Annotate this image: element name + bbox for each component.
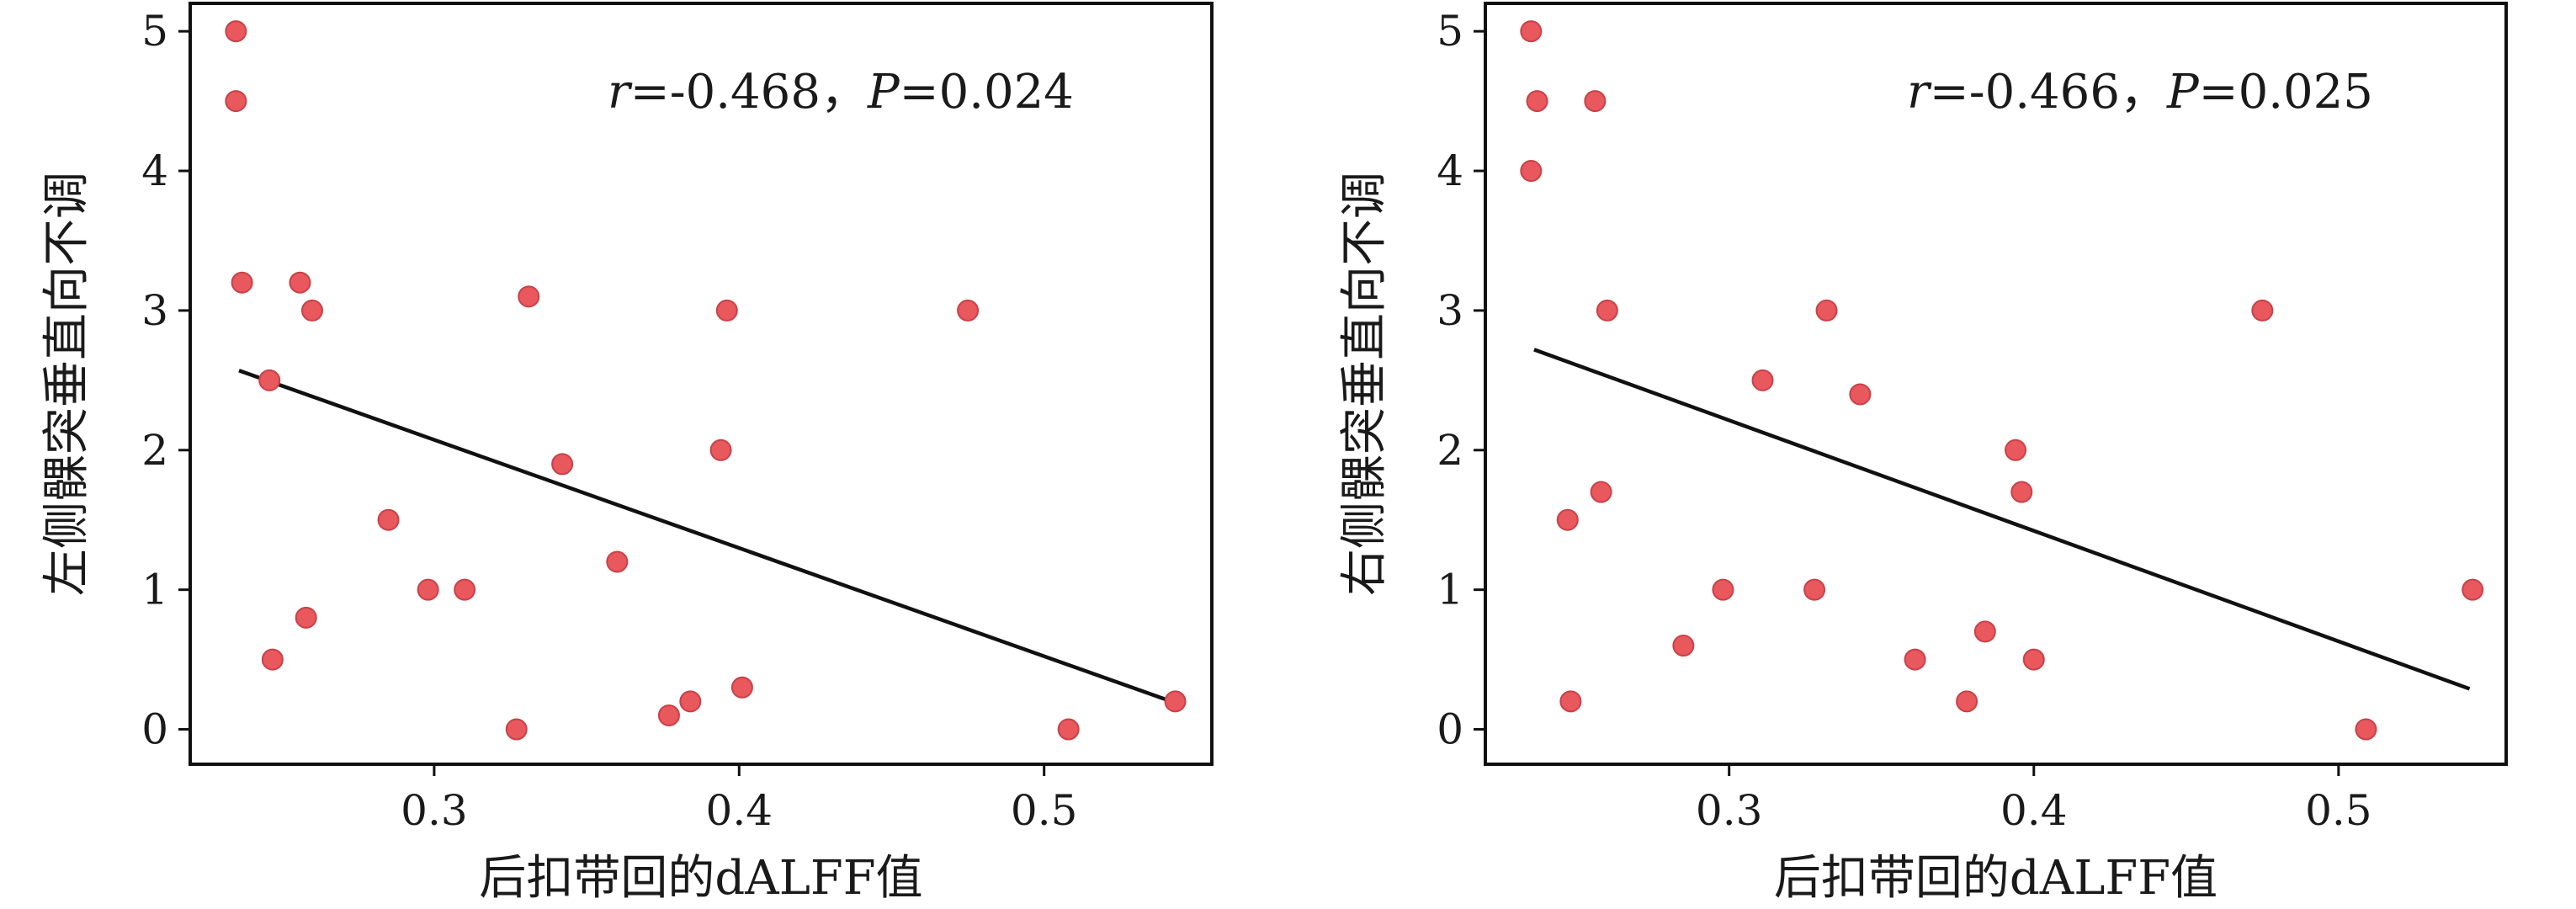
correlation-annotation: r=-0.468，P=0.024 [608,65,1074,120]
data-point [1164,690,1187,713]
x-tick-label: 0.3 [1696,786,1763,835]
annotation-r-symbol: r [1907,65,1932,120]
y-tick-label: 4 [1437,146,1463,195]
y-axis-title: 右侧髁突垂直向不调 [1337,172,1392,596]
y-axis-title: 左侧髁突垂直向不调 [40,172,94,596]
data-point [258,369,281,391]
x-tick-label: 0.4 [2000,786,2068,835]
data-point [1751,369,1774,391]
y-tick-label: 2 [141,426,168,475]
y-tick-label: 5 [1437,7,1463,56]
data-point [300,299,323,322]
x-tick-label: 0.5 [1011,786,1078,835]
annotation-p-symbol: P [867,65,900,120]
data-point [1712,578,1734,601]
y-tick-label: 2 [1437,426,1463,475]
data-point [715,299,738,322]
data-point [454,578,476,601]
data-point [225,90,247,113]
data-point [2251,299,2274,322]
y-tick-label: 0 [1437,705,1463,754]
data-point [551,453,574,476]
plot-frame [1484,2,2508,766]
x-axis-title: 后扣带回的dALFF值 [1774,851,2217,906]
data-point [730,676,753,699]
data-point [289,271,311,294]
data-point [1057,718,1080,741]
data-point [1590,481,1612,503]
data-point [709,439,732,461]
data-point [1526,90,1548,113]
annotation-r-value: =-0.466， [1930,65,2167,120]
data-point [1672,635,1695,657]
data-point [1584,90,1607,113]
y-tick-label: 1 [1437,566,1463,614]
x-axis-title: 后扣带回的dALFF值 [479,851,922,906]
data-point [679,690,702,713]
regression-line [238,369,1176,705]
data-point [2022,648,2045,671]
plot-frame [189,2,1214,766]
data-point [1556,508,1579,531]
y-tick-label: 3 [141,286,168,335]
x-tick-label: 0.4 [706,786,773,835]
data-point [225,20,247,43]
chart-panel-1: 0 1 2 3 4 5 0.3 0.4 0.5 后扣带回的dALFF值 左侧髁突垂直向不调 r=-0.… [40,2,1214,906]
data-point [657,704,680,726]
annotation-r-symbol: r [608,65,633,120]
data-point [231,271,253,294]
data-point [2005,439,2027,461]
y-tick-label: 0 [141,705,168,754]
data-point [1596,299,1618,322]
data-point [1559,690,1582,713]
data-point [957,299,980,322]
x-tick-label: 0.5 [2305,786,2372,835]
annotation-p-value: =0.025 [2199,65,2373,120]
data-point [2355,718,2377,741]
data-point [1803,578,1826,601]
data-point [1815,299,1838,322]
data-point [1973,620,1996,643]
data-point [1956,690,1978,713]
data-point [1849,383,1872,406]
data-point [1520,20,1543,43]
correlation-annotation: r=-0.466，P=0.025 [1907,65,2373,120]
annotation-p-symbol: P [2166,65,2200,120]
annotation-r-value: =-0.468， [630,65,868,120]
data-point [295,606,317,629]
y-tick-label: 4 [141,146,168,195]
y-tick-label: 1 [141,566,168,614]
data-point [417,578,439,601]
data-point [1904,648,1926,671]
data-point [518,285,540,308]
data-point [261,648,284,671]
data-point [2462,578,2484,601]
data-point [377,508,400,531]
data-point [1520,160,1543,183]
data-point [2010,481,2033,503]
annotation-p-value: =0.024 [900,65,1074,120]
y-tick-label: 5 [141,7,168,56]
data-point [606,550,629,573]
chart-panel-2: 0 1 2 3 4 5 0.3 0.4 0.5 后扣带回的dALFF值 右侧髁突垂直向不调 r=-0.… [1337,2,2508,906]
y-tick-label: 3 [1437,286,1463,335]
regression-line [1533,348,2471,691]
data-point [505,718,528,741]
x-tick-label: 0.3 [401,786,468,835]
